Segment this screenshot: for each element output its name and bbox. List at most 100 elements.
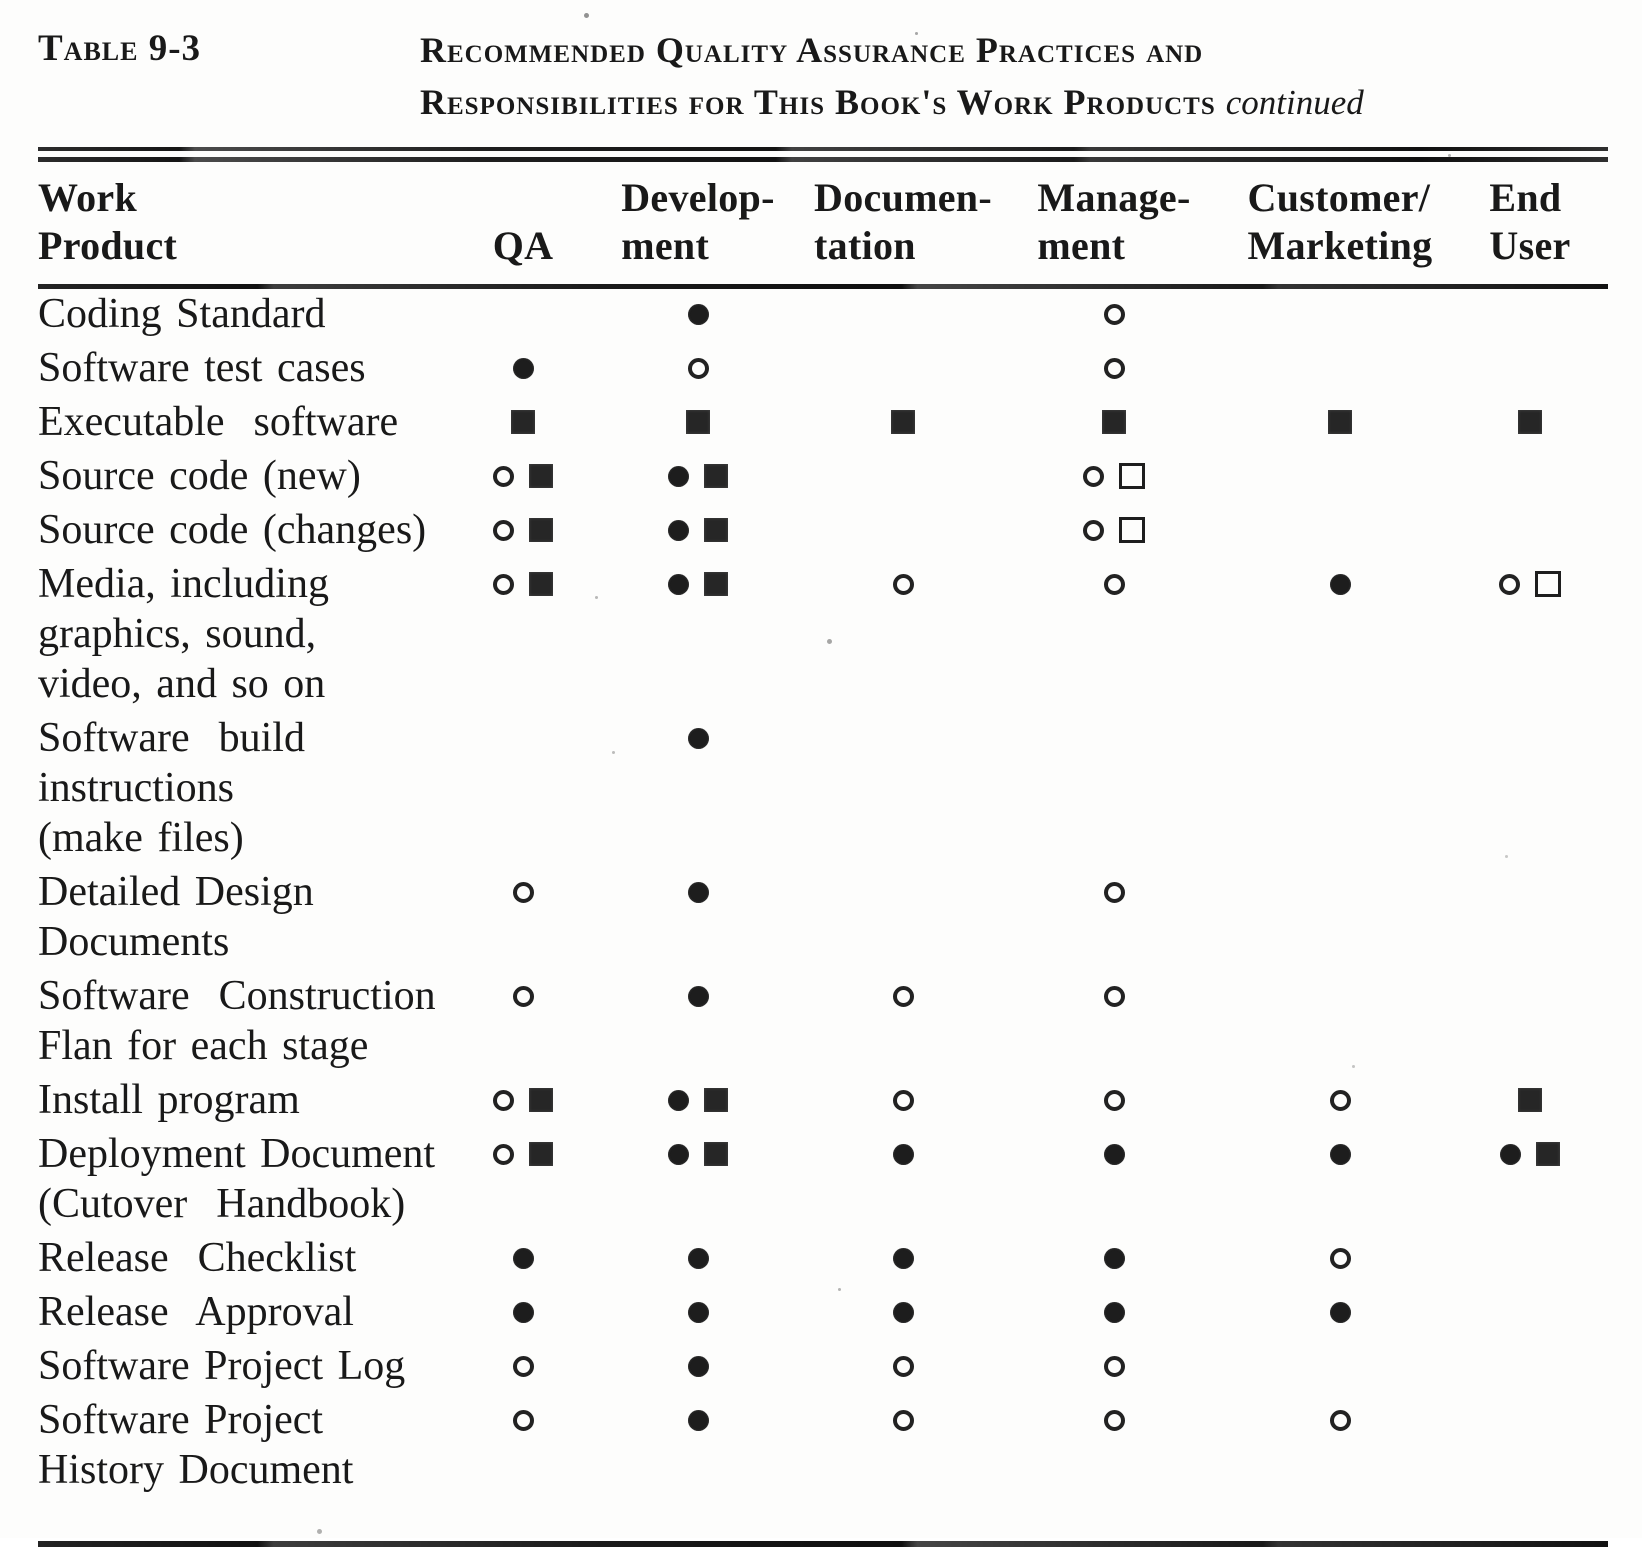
column-header-management: Manage-ment xyxy=(1008,174,1220,270)
filled-square-icon xyxy=(529,464,553,488)
cell-documentation xyxy=(798,343,1008,393)
cell-end_user xyxy=(1460,289,1600,339)
open-circle-icon xyxy=(1103,357,1125,379)
cell-end_user xyxy=(1460,1287,1600,1337)
cell-customer_marketing xyxy=(1220,1287,1460,1337)
work-product-label: Executable software xyxy=(38,397,448,447)
cell-end_user xyxy=(1460,1075,1600,1125)
filled-square-icon xyxy=(1518,410,1542,434)
work-product-label-line: Install program xyxy=(38,1077,300,1123)
table-row: Deployment Document (Cutover Handbook) xyxy=(38,1129,1608,1233)
work-product-label: Release Checklist xyxy=(38,1233,448,1283)
open-circle-icon xyxy=(892,1089,914,1111)
cell-end_user xyxy=(1460,343,1600,393)
filled-circle-icon xyxy=(512,1247,534,1269)
column-header-development-line2: ment xyxy=(621,223,710,268)
open-circle-icon xyxy=(1083,519,1104,541)
cell-development xyxy=(598,971,798,1021)
table-body: Coding Standard Software test cases Execut… xyxy=(38,289,1608,1499)
cell-development xyxy=(598,1233,798,1283)
header-rule xyxy=(38,284,1608,289)
cell-customer_marketing xyxy=(1220,1075,1460,1125)
work-product-label-line: Software build xyxy=(38,715,305,761)
cell-end_user xyxy=(1460,713,1600,763)
cell-qa xyxy=(448,1129,598,1179)
filled-circle-icon xyxy=(892,1247,914,1269)
open-circle-icon xyxy=(1103,1089,1125,1111)
filled-square-icon xyxy=(1536,1142,1560,1166)
column-header-customer_marketing-line2: Marketing xyxy=(1247,223,1433,268)
cell-customer_marketing xyxy=(1220,1341,1460,1391)
cell-documentation xyxy=(798,867,1008,917)
cell-documentation xyxy=(798,1287,1008,1337)
work-product-label: Media, including graphics, sound, video, a… xyxy=(38,559,448,709)
open-circle-icon xyxy=(892,1409,914,1431)
cell-end_user xyxy=(1460,867,1600,917)
cell-qa xyxy=(448,397,598,447)
filled-square-icon xyxy=(704,572,728,596)
cell-development xyxy=(598,713,798,763)
cell-documentation xyxy=(798,1075,1008,1125)
continued-label: continued xyxy=(1225,83,1364,122)
filled-circle-icon xyxy=(1103,1301,1125,1323)
table-title-line2-text: Responsibilities for This Book's Work Pr… xyxy=(420,82,1216,122)
cell-customer_marketing xyxy=(1220,1129,1460,1179)
cell-management xyxy=(1008,1287,1220,1337)
open-circle-icon xyxy=(493,1143,514,1165)
filled-circle-icon xyxy=(687,1247,709,1269)
work-product-label-line: (Cutover Handbook) xyxy=(38,1181,406,1227)
open-circle-icon xyxy=(1329,1247,1351,1269)
open-circle-icon xyxy=(687,357,709,379)
work-product-label-line: Release Checklist xyxy=(38,1235,357,1281)
work-product-label-line: Software Project Log xyxy=(38,1343,406,1389)
cell-management xyxy=(1008,505,1220,555)
work-product-label: Install program xyxy=(38,1075,448,1125)
work-product-label-line: Software test cases xyxy=(38,345,366,391)
filled-square-icon xyxy=(529,518,553,542)
filled-square-icon xyxy=(1328,410,1352,434)
cell-qa xyxy=(448,559,598,609)
cell-qa xyxy=(448,713,598,763)
column-header-customer_marketing-line1: Customer/ xyxy=(1247,175,1431,220)
cell-documentation xyxy=(798,451,1008,501)
filled-square-icon xyxy=(529,1088,553,1112)
cell-management xyxy=(1008,1233,1220,1283)
open-circle-icon xyxy=(892,985,914,1007)
open-square-icon xyxy=(1119,517,1145,543)
column-header-management-line1: Manage- xyxy=(1037,175,1191,220)
work-product-label-line: Coding Standard xyxy=(38,291,326,337)
work-product-label-line: instructions xyxy=(38,765,234,811)
column-header-product: Work Product xyxy=(38,174,448,270)
column-header-development-line1: Develop- xyxy=(621,175,775,220)
column-header-qa-line1 xyxy=(493,174,554,222)
work-product-label-line: Media, including xyxy=(38,561,329,607)
open-circle-icon xyxy=(892,1355,914,1377)
column-header-end_user: End User xyxy=(1460,174,1600,270)
cell-documentation xyxy=(798,505,1008,555)
table-row: Source code (changes) xyxy=(38,505,1608,559)
scan-specks xyxy=(0,0,3,3)
cell-management xyxy=(1008,451,1220,501)
open-circle-icon xyxy=(512,881,534,903)
filled-circle-icon xyxy=(892,1301,914,1323)
open-circle-icon xyxy=(493,1089,514,1111)
cell-customer_marketing xyxy=(1220,397,1460,447)
cell-development xyxy=(598,343,798,393)
open-circle-icon xyxy=(493,519,514,541)
filled-square-icon xyxy=(1102,410,1126,434)
open-circle-icon xyxy=(892,573,914,595)
cell-documentation xyxy=(798,397,1008,447)
cell-qa xyxy=(448,451,598,501)
cell-customer_marketing xyxy=(1220,867,1460,917)
cell-end_user xyxy=(1460,1395,1600,1445)
filled-circle-icon xyxy=(668,465,689,487)
open-circle-icon xyxy=(1103,985,1125,1007)
table-title-line2: Responsibilities for This Book's Work Pr… xyxy=(420,76,1608,129)
filled-square-icon xyxy=(511,410,535,434)
cell-end_user xyxy=(1460,1233,1600,1283)
column-header-documentation-line1: Documen- xyxy=(814,175,992,220)
open-circle-icon xyxy=(512,1355,534,1377)
cell-qa xyxy=(448,1395,598,1445)
table-row: Install program xyxy=(38,1075,1608,1129)
